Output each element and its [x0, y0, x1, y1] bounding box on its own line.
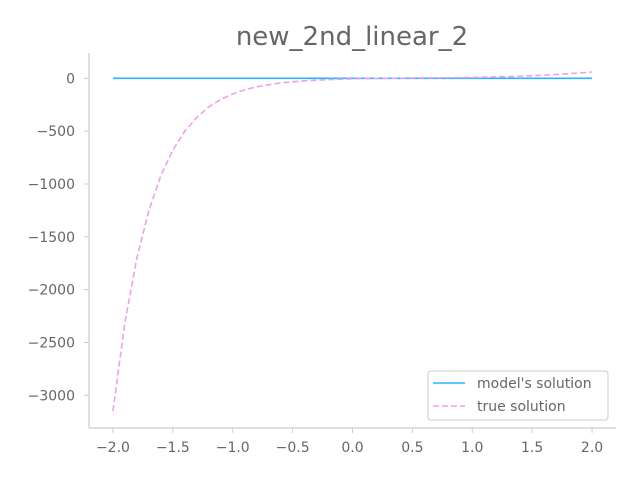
series-line-true-solution	[112, 71, 593, 412]
y-ticks: 0 −500 −1000 −1500 −2000 −2500 −3000	[28, 71, 89, 404]
y-tick-label: −2000	[28, 283, 75, 299]
y-tick-label: 0	[66, 71, 75, 87]
x-tick-label: −0.5	[276, 440, 310, 456]
legend-box	[427, 370, 609, 421]
y-tick-label: −3000	[28, 388, 75, 404]
x-tick-label: 0.5	[401, 440, 423, 456]
chart-title: new_2nd_linear_2	[236, 22, 468, 52]
y-tick-label: −500	[37, 124, 75, 140]
x-tick-label: 1.0	[461, 440, 483, 456]
y-tick-label: −2500	[28, 335, 75, 351]
x-tick-label: −1.0	[216, 440, 250, 456]
y-tick-label: −1000	[28, 177, 75, 193]
legend-label-true-solution: true solution	[477, 399, 566, 415]
y-tick-label: −1500	[28, 230, 75, 246]
x-tick-label: −1.5	[156, 440, 190, 456]
x-tick-label: 2.0	[581, 440, 603, 456]
x-tick-label: 1.5	[521, 440, 543, 456]
legend: model's solution true solution	[427, 370, 609, 421]
legend-label-model-solution: model's solution	[477, 376, 592, 392]
plot-area	[112, 71, 593, 412]
x-tick-label: −2.0	[96, 440, 130, 456]
x-tick-label: 0.0	[341, 440, 363, 456]
x-ticks: −2.0 −1.5 −1.0 −0.5 0.0 0.5 1.0 1.5 2.0	[96, 428, 603, 456]
